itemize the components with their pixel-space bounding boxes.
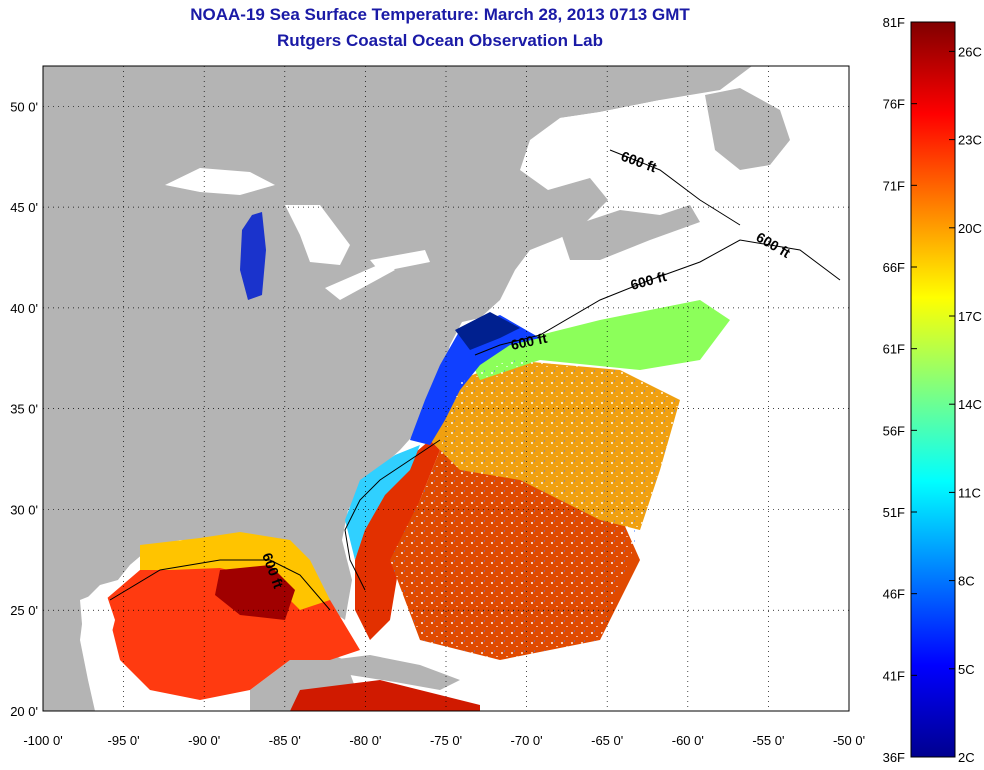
latitude-tick-label: 25 0' — [10, 603, 38, 618]
longitude-tick-label: -65 0' — [591, 733, 623, 748]
lake-erie — [325, 262, 395, 300]
land-nova-scotia — [560, 205, 700, 260]
longitude-tick-label: -100 0' — [23, 733, 62, 748]
longitude-axis: -100 0' -95 0' -90 0' -85 0' -80 0' -75 0' -70… — [23, 733, 865, 748]
colorbar-c-label: 14C — [958, 397, 982, 412]
longitude-tick-label: -50 0' — [833, 733, 865, 748]
sst-shelf-cold — [455, 312, 520, 350]
colorbar-f-label: 51F — [883, 505, 905, 520]
isobath-600ft-lines — [109, 149, 841, 611]
colorbar-f-label: 41F — [883, 668, 905, 683]
lake-superior — [165, 168, 275, 195]
land-newfoundland — [705, 88, 790, 170]
land-cuba — [330, 655, 460, 690]
map-plot-area: 600 ft 600 ft 600 ft 600 ft 600 ft — [42, 65, 850, 712]
isobath-southeast — [344, 439, 441, 591]
latitude-axis: 20 0' 25 0' 30 0' 35 0' 40 0' 45 0' 50 0' — [10, 99, 38, 719]
longitude-tick-label: -70 0' — [511, 733, 543, 748]
sst-slope-water — [470, 300, 730, 380]
colorbar-f-label: 61F — [883, 342, 905, 357]
sst-south-atlantic-bight — [345, 445, 420, 560]
map-subtitle: Rutgers Coastal Ocean Observation Lab — [277, 31, 603, 50]
colorbar-c-label: 23C — [958, 133, 982, 148]
longitude-tick-label: -95 0' — [108, 733, 140, 748]
colorbar-f-label: 76F — [883, 97, 905, 112]
isobath-label-4: 600 ft — [509, 330, 548, 353]
isobath-gulf-maine — [609, 149, 741, 226]
colorbar-f-label: 36F — [883, 750, 905, 765]
latitude-tick-label: 40 0' — [10, 301, 38, 316]
sst-caribbean — [290, 680, 480, 711]
colorbar-c-label: 8C — [958, 574, 975, 589]
lake-ontario — [370, 250, 430, 272]
colorbar-c-label: 5C — [958, 662, 975, 677]
colorbar-f-label: 71F — [883, 178, 905, 193]
colorbar-f-label: 56F — [883, 423, 905, 438]
latitude-tick-label: 45 0' — [10, 200, 38, 215]
map-frame — [42, 65, 850, 712]
sst-gulf-loop-core — [215, 565, 295, 620]
colorbar-f-label: 46F — [883, 587, 905, 602]
isobath-gulf — [109, 559, 331, 611]
gulf-st-lawrence — [560, 100, 700, 200]
longitude-tick-label: -55 0' — [752, 733, 784, 748]
latitude-tick-label: 50 0' — [10, 99, 38, 114]
colorbar-c-label: 17C — [958, 309, 982, 324]
colorbar-gradient — [910, 21, 956, 758]
latitude-tick-label: 20 0' — [10, 704, 38, 719]
lake-michigan — [240, 212, 266, 300]
longitude-tick-label: -75 0' — [430, 733, 462, 748]
colorbar-f-label: 81F — [883, 15, 905, 30]
latitude-tick-label: 30 0' — [10, 502, 38, 517]
colorbar: 81F 76F 71F 66F 61F 56F 51F 46F 41F 36F 26C 23C 20C… — [883, 15, 982, 765]
colorbar-c-label: 2C — [958, 750, 975, 765]
latitude-tick-label: 35 0' — [10, 402, 38, 417]
longitude-tick-label: -60 0' — [672, 733, 704, 748]
colorbar-celsius-scale: 26C 23C 20C 17C 14C 11C 8C 5C 2C — [949, 44, 982, 765]
cloud-speckle-overlay — [390, 360, 680, 660]
colorbar-c-label: 11C — [958, 485, 981, 500]
sst-mid-atlantic-bight — [410, 315, 540, 445]
longitude-tick-label: -90 0' — [188, 733, 220, 748]
colorbar-f-label: 66F — [883, 260, 905, 275]
colorbar-fahrenheit-scale: 81F 76F 71F 66F 61F 56F 51F 46F 41F 36F — [883, 15, 917, 765]
isobath-northeast — [474, 239, 841, 356]
longitude-tick-label: -85 0' — [269, 733, 301, 748]
colorbar-c-label: 20C — [958, 221, 982, 236]
sst-texas-shelf — [80, 590, 115, 690]
sst-gulf-stream — [355, 440, 440, 640]
colorbar-c-label: 26C — [958, 44, 982, 59]
map-title: NOAA-19 Sea Surface Temperature: March 2… — [190, 5, 690, 24]
longitude-tick-label: -80 0' — [349, 733, 381, 748]
lake-huron — [285, 205, 350, 265]
